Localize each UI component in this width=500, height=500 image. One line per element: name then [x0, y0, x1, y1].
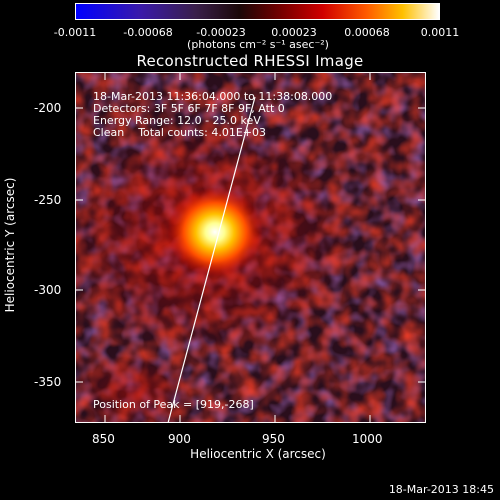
- colorbar: [75, 3, 440, 20]
- detectors-text: Detectors: 3F 5F 6F 7F 8F 9F, Att 0: [93, 102, 285, 115]
- y-tick-label: -350: [34, 375, 62, 389]
- x-tick-label: 900: [168, 432, 191, 446]
- colorbar-tick-label: 0.0011: [420, 26, 460, 39]
- time-range-text: 18-Mar-2013 11:36:04.000 to 11:38:08.000: [93, 90, 333, 103]
- x-tick-label: 950: [262, 432, 285, 446]
- plot-title: Reconstructed RHESSI Image: [136, 52, 364, 70]
- colorbar-units: (photons cm⁻² s⁻¹ asec⁻²): [187, 38, 329, 51]
- y-tick-label: -250: [34, 193, 62, 207]
- x-axis-label: Heliocentric X (arcsec): [190, 447, 326, 461]
- clean-counts-text: Clean Total counts: 4.01E+03: [93, 126, 267, 139]
- y-axis-label: Heliocentric Y (arcsec): [3, 177, 17, 313]
- plot-timestamp: 18-Mar-2013 18:45: [388, 483, 494, 496]
- y-tick-label: -200: [34, 101, 62, 115]
- colorbar-tick-label: -0.00023: [196, 26, 246, 39]
- colorbar-tick-label: -0.00068: [123, 26, 173, 39]
- rhessi-image: [75, 72, 426, 423]
- y-tick-label: -300: [34, 283, 62, 297]
- colorbar-tick-label: -0.0011: [53, 26, 97, 39]
- solar-limb-line: [167, 96, 256, 423]
- colorbar-gradient: [76, 4, 439, 19]
- colorbar-tick-label: 0.00068: [344, 26, 390, 39]
- colorbar-tick-label: 0.00023: [271, 26, 317, 39]
- peak-position-text: Position of Peak = [919,-268]: [93, 398, 254, 411]
- energy-range-text: Energy Range: 12.0 - 25.0 keV: [93, 114, 261, 127]
- x-tick-label: 1000: [352, 432, 383, 446]
- x-tick-label: 850: [92, 432, 115, 446]
